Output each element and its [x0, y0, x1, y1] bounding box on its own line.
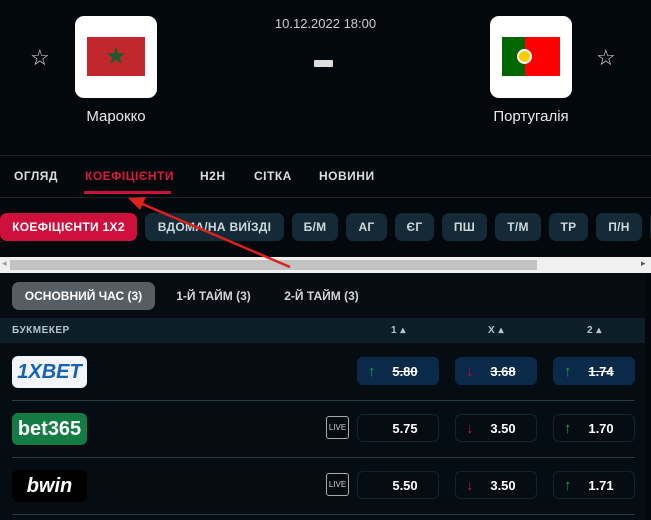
header-bookmaker: БУКМЕКЕР — [12, 325, 70, 336]
period-full-time[interactable]: ОСНОВНИЙ ЧАС (3) — [12, 282, 155, 310]
table-header — [0, 318, 645, 343]
active-tab-underline — [84, 191, 171, 194]
market-european-handicap[interactable]: ЄГ — [395, 213, 434, 241]
tab-odds[interactable]: КОЕФІЦІЄНТИ — [85, 169, 174, 183]
arrow-down-icon: ↓ — [466, 362, 474, 380]
market-home-away[interactable]: ВДОМА/НА ВИЇЗДІ — [145, 213, 284, 241]
favorite-home-star-icon[interactable]: ☆ — [30, 45, 50, 70]
bookmaker-logo[interactable]: 1XBET — [12, 356, 87, 388]
odds-value: 1.71 — [588, 477, 614, 493]
away-team-logo — [490, 16, 572, 98]
bookmaker-logo[interactable]: bwin — [12, 470, 87, 502]
header-draw-sort[interactable]: X ▴ — [488, 325, 504, 336]
odds-value: 5.75 — [392, 420, 418, 436]
row-divider — [12, 514, 635, 515]
odds-button[interactable]: ↓ 3.68 — [455, 357, 537, 385]
bookmaker-logo[interactable]: bet365 — [12, 413, 87, 445]
odds-panel — [0, 273, 645, 520]
odds-value: 3.50 — [490, 477, 516, 493]
arrow-down-icon: ↓ — [466, 476, 474, 494]
market-double-chance[interactable]: ПШ — [442, 213, 487, 241]
arrow-up-icon: ↑ — [564, 419, 572, 437]
home-team-logo: ★ — [75, 16, 157, 98]
period-first-half[interactable]: 1-Й ТАЙМ (3) — [176, 289, 251, 303]
row-divider — [12, 457, 635, 458]
tab-bracket[interactable]: СІТКА — [254, 169, 292, 183]
scroll-right-icon[interactable]: ▸ — [641, 258, 646, 268]
odds-button[interactable]: ↑ 5.80 — [357, 357, 439, 385]
odds-button[interactable]: ↑ 1.70 — [553, 414, 635, 442]
tab-news[interactable]: НОВИНИ — [319, 169, 375, 183]
live-badge[interactable]: LIVE — [326, 416, 349, 439]
away-team-name[interactable]: Португалія — [493, 108, 569, 125]
odds-value: 1.70 — [588, 420, 614, 436]
odds-value: 3.50 — [490, 420, 516, 436]
odds-button[interactable]: ↓ 3.50 — [455, 471, 537, 499]
morocco-flag: ★ — [87, 37, 145, 76]
odds-button[interactable]: ↓ 3.50 — [455, 414, 537, 442]
market-pn[interactable]: П/Н — [596, 213, 642, 241]
header-home-sort[interactable]: 1 ▴ — [391, 325, 406, 336]
odds-value: 1.74 — [588, 363, 614, 379]
odds-value: 5.50 — [392, 477, 418, 493]
arrow-down-icon: ↓ — [466, 419, 474, 437]
odds-button[interactable]: ↑ 1.71 — [553, 471, 635, 499]
scroll-left-icon[interactable]: ◂ — [2, 258, 7, 268]
scrollbar-thumb[interactable] — [10, 260, 537, 270]
period-second-half[interactable]: 2-Й ТАЙМ (3) — [284, 289, 359, 303]
odds-button[interactable]: 5.50 — [357, 471, 439, 499]
odds-value: 3.68 — [490, 363, 516, 379]
home-team-name[interactable]: Марокко — [86, 108, 146, 125]
favorite-away-star-icon[interactable]: ☆ — [596, 45, 616, 70]
score-dash — [314, 60, 333, 67]
tab-overview[interactable]: ОГЛЯД — [14, 169, 58, 183]
market-asian-handicap[interactable]: АГ — [346, 213, 387, 241]
odds-button[interactable]: 5.75 — [357, 414, 439, 442]
odds-value: 5.80 — [392, 363, 418, 379]
live-badge[interactable]: LIVE — [326, 473, 349, 496]
row-divider — [12, 400, 635, 401]
divider — [0, 197, 651, 198]
tab-h2h[interactable]: H2H — [200, 169, 226, 183]
match-datetime: 10.12.2022 18:00 — [274, 16, 377, 31]
divider — [0, 155, 651, 156]
market-over-under[interactable]: Б/М — [292, 213, 338, 241]
market-tr[interactable]: ТР — [549, 213, 588, 241]
market-1x2[interactable]: КОЕФІЦІЄНТИ 1X2 — [0, 213, 137, 241]
header-away-sort[interactable]: 2 ▴ — [587, 325, 602, 336]
portugal-flag — [502, 37, 560, 76]
arrow-up-icon: ↑ — [564, 362, 572, 380]
odds-button[interactable]: ↑ 1.74 — [553, 357, 635, 385]
arrow-up-icon: ↑ — [564, 476, 572, 494]
market-tm[interactable]: Т/М — [495, 213, 541, 241]
arrow-up-icon: ↑ — [368, 362, 376, 380]
